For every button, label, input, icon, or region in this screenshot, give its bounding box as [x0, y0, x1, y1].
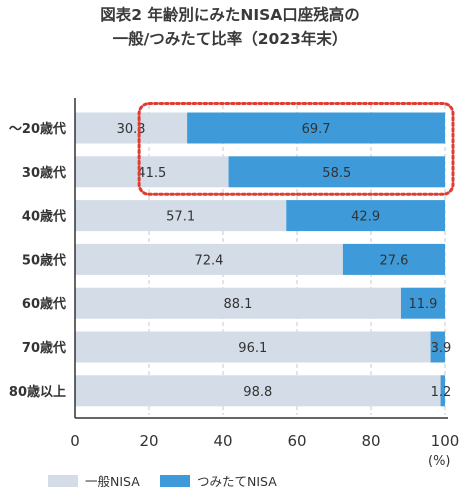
category-label-0: ～20歳代	[9, 121, 66, 137]
value-label-tsumitate-1: 58.5	[322, 166, 351, 181]
bar-ippan-1	[75, 156, 229, 188]
legend-label-ippan: 一般NISA	[85, 474, 140, 489]
value-label-tsumitate-4: 11.9	[409, 297, 438, 312]
value-label-ippan-4: 88.1	[224, 297, 253, 312]
bar-ippan-0	[75, 112, 188, 144]
category-label-2: 40歳代	[22, 209, 66, 225]
value-label-ippan-2: 57.1	[166, 210, 195, 225]
bar-ippan-5	[75, 331, 431, 363]
bar-ippan-2	[75, 200, 287, 232]
value-label-tsumitate-3: 27.6	[379, 253, 408, 268]
bar-ippan-6	[75, 375, 441, 407]
x-tick-label-20: 20	[139, 432, 158, 450]
value-label-tsumitate-6: 1.2	[431, 385, 452, 400]
bar-ippan-4	[75, 287, 401, 319]
bar-tsumitate-4	[400, 287, 445, 319]
x-tick-label-0: 0	[70, 432, 80, 450]
legend-item-tsumitate: つみたてNISA	[160, 471, 277, 490]
legend-swatch-tsumitate	[160, 474, 190, 487]
value-label-tsumitate-2: 42.9	[351, 210, 380, 225]
bar-tsumitate-1	[228, 156, 445, 188]
value-label-ippan-5: 96.1	[238, 341, 267, 356]
bar-ippan-3	[75, 243, 343, 275]
bar-tsumitate-2	[286, 200, 445, 232]
x-tick-label-100: 100	[431, 432, 460, 450]
x-axis-unit: (%)	[428, 454, 451, 469]
value-label-ippan-1: 41.5	[137, 166, 166, 181]
category-label-5: 70歳代	[22, 340, 66, 356]
bar-tsumitate-3	[342, 243, 445, 275]
category-label-6: 80歳以上	[9, 384, 66, 400]
category-label-1: 30歳代	[22, 165, 66, 181]
value-label-ippan-0: 30.3	[117, 122, 146, 137]
value-label-tsumitate-5: 3.9	[431, 341, 452, 356]
bar-tsumitate-6	[440, 375, 445, 407]
bar-tsumitate-0	[187, 112, 446, 144]
chart-title-line1: 図表2 年齢別にみたNISA口座残高の	[100, 6, 360, 24]
bar-tsumitate-5	[430, 331, 445, 363]
category-label-4: 60歳代	[22, 296, 66, 312]
legend-swatch-ippan	[48, 474, 78, 487]
value-label-tsumitate-0: 69.7	[302, 122, 331, 137]
category-label-3: 50歳代	[22, 252, 66, 268]
x-tick-label-60: 60	[287, 432, 306, 450]
legend-item-ippan: 一般NISA	[48, 471, 140, 490]
x-tick-label-40: 40	[213, 432, 232, 450]
highlight-box	[137, 102, 455, 196]
chart-title-line2: 一般/つみたて比率（2023年末）	[112, 30, 348, 48]
value-label-ippan-6: 98.8	[243, 385, 272, 400]
value-label-ippan-3: 72.4	[194, 253, 223, 268]
legend-label-tsumitate: つみたてNISA	[197, 474, 277, 489]
x-tick-label-80: 80	[361, 432, 380, 450]
